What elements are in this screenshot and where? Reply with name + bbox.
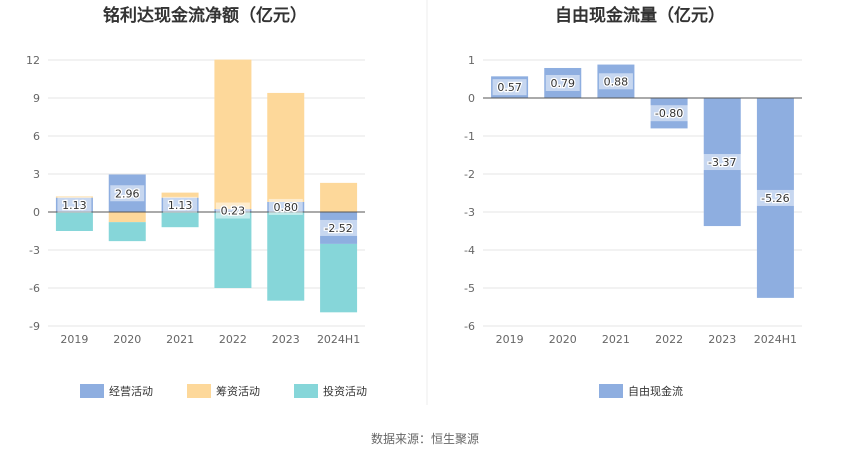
x-tick-label: 2023	[708, 333, 736, 346]
y-tick-label: -1	[464, 130, 475, 143]
y-tick-label: 3	[33, 168, 40, 181]
data-label-bg	[545, 74, 580, 91]
y-tick-label: -6	[464, 320, 475, 333]
data-label-bg	[648, 105, 690, 122]
y-tick-label: 12	[26, 54, 40, 67]
data-label-bg	[57, 196, 92, 213]
data-label-bg	[163, 196, 198, 213]
y-tick-label: -4	[464, 244, 475, 257]
data-label: -5.26	[761, 192, 789, 205]
y-tick-label: 6	[33, 130, 40, 143]
y-tick-label: 0	[468, 92, 475, 105]
data-label: 1.13	[168, 199, 193, 212]
x-tick-label: 2021	[602, 333, 630, 346]
bar	[108, 212, 146, 223]
data-label: 0.80	[274, 201, 299, 214]
data-label-bg	[268, 198, 303, 215]
y-tick-label: 0	[33, 206, 40, 219]
y-tick-label: 1	[468, 54, 475, 67]
x-tick-label: 2021	[166, 333, 194, 346]
bar	[161, 212, 199, 228]
data-label-bg	[754, 189, 796, 206]
legend-swatch	[294, 384, 318, 398]
bar	[55, 212, 93, 231]
data-label-bg	[110, 185, 145, 202]
data-label: 0.88	[604, 75, 629, 88]
legend-label: 筹资活动	[216, 384, 260, 398]
x-tick-label: 2019	[496, 333, 524, 346]
chart-title-2: 自由现金流量（亿元）	[555, 5, 725, 26]
x-tick-label: 2022	[655, 333, 683, 346]
source-note: 数据来源：恒生聚源	[371, 431, 479, 446]
legend-label: 经营活动	[109, 384, 153, 398]
bar	[320, 182, 358, 212]
y-tick-label: -5	[464, 282, 475, 295]
data-label: -3.37	[708, 156, 736, 169]
bar	[267, 92, 305, 202]
bar	[214, 212, 252, 288]
bar	[214, 59, 252, 210]
data-label: 0.79	[551, 77, 576, 90]
data-label-bg	[492, 79, 527, 96]
y-tick-label: -3	[29, 244, 40, 257]
data-label-bg	[701, 154, 743, 171]
x-tick-label: 2019	[60, 333, 88, 346]
data-label: 0.57	[497, 81, 522, 94]
bar	[161, 192, 199, 198]
data-label-bg	[598, 73, 633, 90]
x-tick-label: 2024H1	[317, 333, 360, 346]
data-label: -0.80	[655, 107, 683, 120]
y-tick-label: -2	[464, 168, 475, 181]
y-tick-label: -3	[464, 206, 475, 219]
bar	[320, 243, 358, 313]
data-label-bg	[318, 219, 360, 236]
x-tick-label: 2020	[549, 333, 577, 346]
data-label: 0.23	[221, 205, 246, 218]
legend-swatch	[187, 384, 211, 398]
x-tick-label: 2020	[113, 333, 141, 346]
bar	[267, 212, 305, 301]
data-label-bg	[215, 202, 250, 219]
y-tick-label: 9	[33, 92, 40, 105]
x-tick-label: 2022	[219, 333, 247, 346]
data-label: -2.52	[324, 222, 352, 235]
legend-swatch	[80, 384, 104, 398]
x-tick-label: 2023	[272, 333, 300, 346]
legend-label: 投资活动	[323, 384, 367, 398]
y-tick-label: -6	[29, 282, 40, 295]
legend-label: 自由现金流	[628, 384, 683, 398]
legend-swatch	[599, 384, 623, 398]
chart-title-1: 铭利达现金流净额（亿元）	[103, 5, 307, 26]
x-tick-label: 2024H1	[754, 333, 797, 346]
bar	[108, 222, 146, 242]
data-label: 1.13	[62, 199, 87, 212]
y-tick-label: -9	[29, 320, 40, 333]
data-label: 2.96	[115, 187, 140, 200]
